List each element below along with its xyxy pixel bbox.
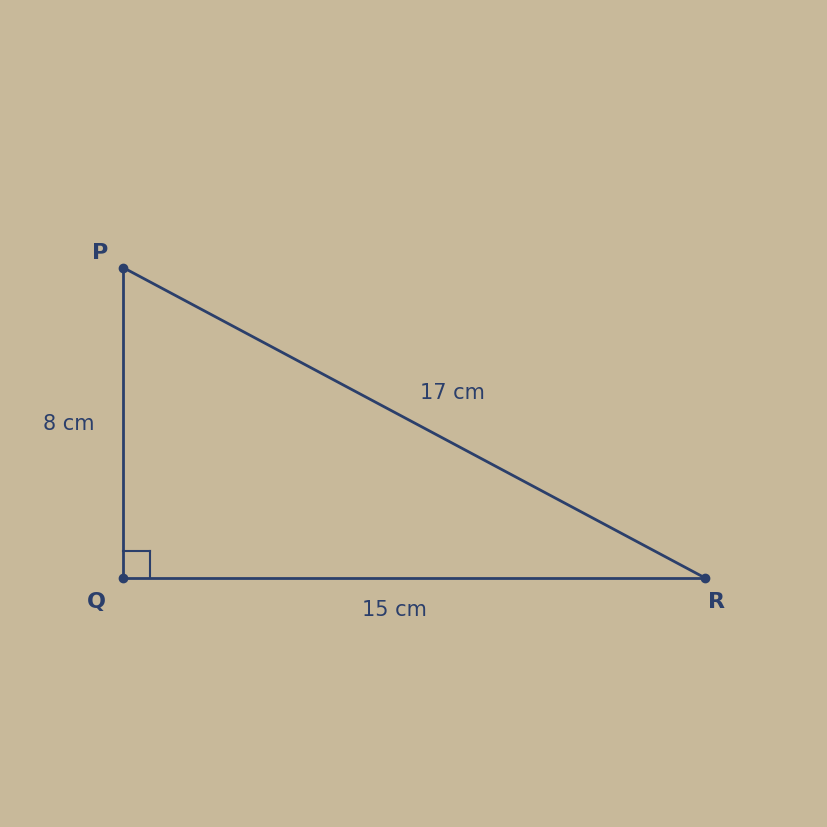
Text: Q: Q xyxy=(87,591,106,611)
Text: R: R xyxy=(707,591,724,611)
Text: 17 cm: 17 cm xyxy=(420,382,485,402)
Text: 15 cm: 15 cm xyxy=(361,599,427,619)
Text: P: P xyxy=(92,243,108,263)
Text: 8 cm: 8 cm xyxy=(43,414,94,433)
